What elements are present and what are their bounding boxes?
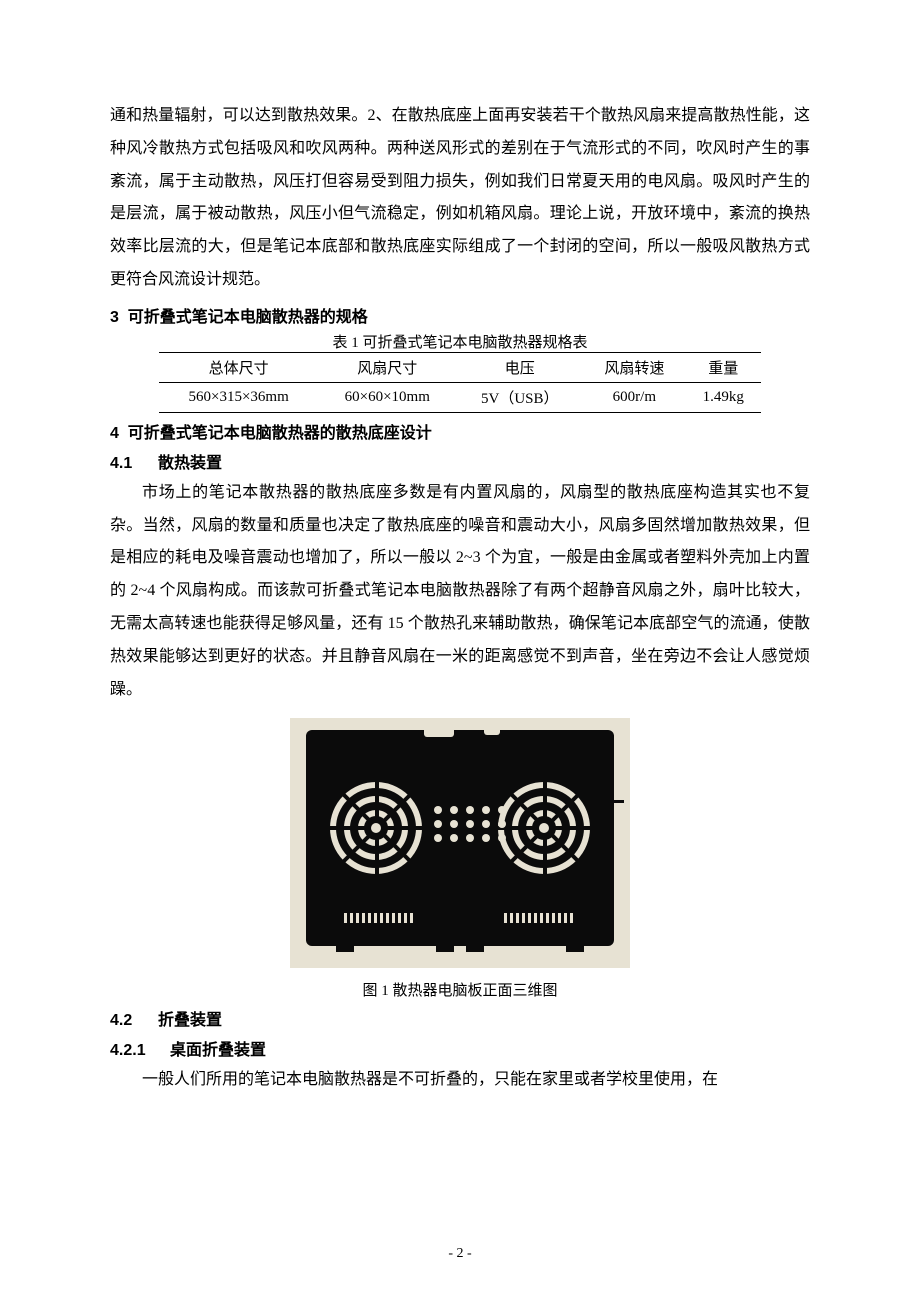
slot-row-right bbox=[502, 910, 578, 920]
top-notch-2 bbox=[484, 729, 500, 735]
col-4: 重量 bbox=[685, 352, 761, 382]
col-2: 电压 bbox=[456, 352, 583, 382]
section-4-2-1-paragraph: 一般人们所用的笔记本电脑散热器是不可折叠的，只能在家里或者学校里使用，在 bbox=[110, 1064, 810, 1097]
page-number: - 2 - bbox=[0, 1246, 920, 1262]
section-4-2-num: 4.2 bbox=[110, 1012, 158, 1030]
spec-table: 总体尺寸 风扇尺寸 电压 风扇转速 重量 560×315×36mm 60×60×… bbox=[159, 352, 761, 413]
section-4-2-1-num: 4.2.1 bbox=[110, 1042, 170, 1060]
usb-cable bbox=[604, 800, 624, 803]
table-1-caption: 表 1 可折叠式笔记本电脑散热器规格表 bbox=[110, 331, 810, 352]
body-paragraph: 通和热量辐射，可以达到散热效果。2、在散热底座上面再安装若干个散热风扇来提高散热… bbox=[110, 100, 810, 297]
section-4-title: 可折叠式笔记本电脑散热器的散热底座设计 bbox=[128, 425, 432, 442]
section-4-1-paragraph: 市场上的笔记本散热器的散热底座多数是有内置风扇的，风扇型的散热底座构造其实也不复… bbox=[110, 477, 810, 707]
foot-2 bbox=[436, 946, 454, 952]
cell-0: 560×315×36mm bbox=[159, 382, 318, 412]
foot-4 bbox=[566, 946, 584, 952]
cooler-diagram bbox=[290, 718, 630, 968]
section-4-heading: 4 可折叠式笔记本电脑散热器的散热底座设计 bbox=[110, 419, 810, 443]
section-3-num: 3 bbox=[110, 309, 119, 326]
page: 通和热量辐射，可以达到散热效果。2、在散热底座上面再安装若干个散热风扇来提高散热… bbox=[0, 0, 920, 1302]
section-4-1-heading: 4.1散热装置 bbox=[110, 449, 810, 473]
top-notch-1 bbox=[424, 729, 454, 737]
section-4-2-1-heading: 4.2.1桌面折叠装置 bbox=[110, 1036, 810, 1060]
foot-3 bbox=[466, 946, 484, 952]
center-vent-dots bbox=[434, 806, 508, 842]
slot-row-left bbox=[342, 910, 418, 920]
figure-1: 图 1 散热器电脑板正面三维图 bbox=[110, 718, 810, 1000]
section-4-2-title: 折叠装置 bbox=[158, 1012, 222, 1029]
col-0: 总体尺寸 bbox=[159, 352, 318, 382]
col-1: 风扇尺寸 bbox=[318, 352, 456, 382]
section-3-title: 可折叠式笔记本电脑散热器的规格 bbox=[128, 309, 368, 326]
cell-4: 1.49kg bbox=[685, 382, 761, 412]
cell-2: 5V（USB） bbox=[456, 382, 583, 412]
section-3-heading: 3 可折叠式笔记本电脑散热器的规格 bbox=[110, 303, 810, 327]
section-4-2-1-title: 桌面折叠装置 bbox=[170, 1042, 266, 1059]
foot-1 bbox=[336, 946, 354, 952]
section-4-1-num: 4.1 bbox=[110, 455, 158, 473]
table-header-row: 总体尺寸 风扇尺寸 电压 风扇转速 重量 bbox=[159, 352, 761, 382]
figure-1-caption: 图 1 散热器电脑板正面三维图 bbox=[110, 979, 810, 1000]
table-row: 560×315×36mm 60×60×10mm 5V（USB） 600r/m 1… bbox=[159, 382, 761, 412]
col-3: 风扇转速 bbox=[583, 352, 685, 382]
fan-right-icon bbox=[498, 782, 590, 874]
cell-1: 60×60×10mm bbox=[318, 382, 456, 412]
section-4-1-title: 散热装置 bbox=[158, 455, 222, 472]
section-4-2-heading: 4.2折叠装置 bbox=[110, 1006, 810, 1030]
cooler-panel bbox=[306, 730, 614, 946]
section-4-num: 4 bbox=[110, 425, 119, 442]
fan-left-icon bbox=[330, 782, 422, 874]
cell-3: 600r/m bbox=[583, 382, 685, 412]
